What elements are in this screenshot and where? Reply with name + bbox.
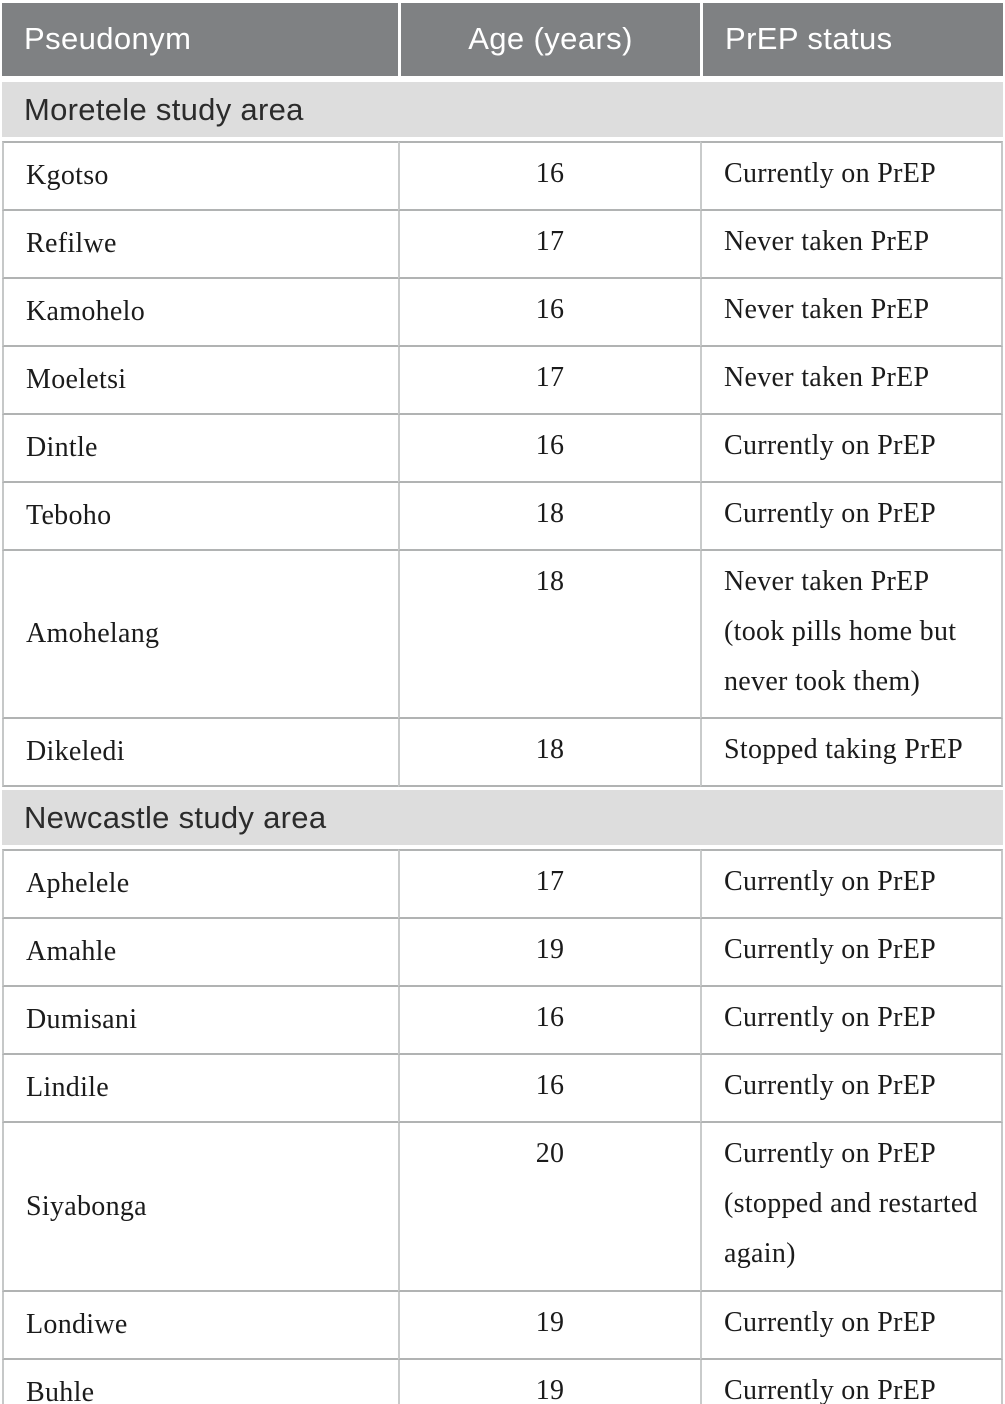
table-row: Buhle 19 Currently on PrEP — [2, 1360, 1003, 1404]
prep-status-cell: Currently on PrEP — [700, 919, 1003, 987]
table-row: Teboho 18 Currently on PrEP — [2, 483, 1003, 551]
age-cell: 19 — [398, 1360, 700, 1404]
prep-status-cell: Currently on PrEP — [700, 415, 1003, 483]
pseudonym-cell: Kamohelo — [2, 279, 398, 347]
pseudonym-cell: Dumisani — [2, 987, 398, 1055]
pseudonym-cell: Teboho — [2, 483, 398, 551]
age-cell: 18 — [398, 483, 700, 551]
pseudonym-cell: Siyabonga — [2, 1123, 398, 1292]
pseudonym-cell: Refilwe — [2, 211, 398, 279]
pseudonym-cell: Lindile — [2, 1055, 398, 1123]
age-cell: 16 — [398, 141, 700, 211]
pseudonym-cell: Londiwe — [2, 1292, 398, 1360]
table-row: Amahle 19 Currently on PrEP — [2, 919, 1003, 987]
prep-status-cell: Currently on PrEP — [700, 1055, 1003, 1123]
section-header-moretele: Moretele study area — [2, 79, 1003, 141]
pseudonym-cell: Aphelele — [2, 849, 398, 919]
pseudonym-cell: Dikeledi — [2, 719, 398, 787]
prep-status-cell: Currently on PrEP — [700, 849, 1003, 919]
table-header-row: Pseudonym Age (years) PrEP status — [2, 3, 1003, 79]
column-header-prep-status: PrEP status — [700, 3, 1003, 79]
participants-table: Pseudonym Age (years) PrEP status Morete… — [2, 3, 1003, 1404]
pseudonym-cell: Amohelang — [2, 551, 398, 719]
prep-status-cell: Never taken PrEP — [700, 347, 1003, 415]
table-row: Amohelang 18 Never taken PrEP (took pill… — [2, 551, 1003, 719]
table-row: Kamohelo 16 Never taken PrEP — [2, 279, 1003, 347]
age-cell: 16 — [398, 279, 700, 347]
section-title: Newcastle study area — [2, 787, 1003, 849]
table-row: Moeletsi 17 Never taken PrEP — [2, 347, 1003, 415]
age-cell: 16 — [398, 415, 700, 483]
prep-status-cell: Currently on PrEP — [700, 141, 1003, 211]
pseudonym-cell: Buhle — [2, 1360, 398, 1404]
prep-status-cell: Stopped taking PrEP — [700, 719, 1003, 787]
table-row: Aphelele 17 Currently on PrEP — [2, 849, 1003, 919]
table-row: Siyabonga 20 Currently on PrEP (stopped … — [2, 1123, 1003, 1292]
prep-status-cell: Never taken PrEP — [700, 211, 1003, 279]
pseudonym-cell: Moeletsi — [2, 347, 398, 415]
column-header-pseudonym: Pseudonym — [2, 3, 398, 79]
age-cell: 17 — [398, 849, 700, 919]
age-cell: 17 — [398, 211, 700, 279]
section-header-newcastle: Newcastle study area — [2, 787, 1003, 849]
age-cell: 20 — [398, 1123, 700, 1292]
age-cell: 16 — [398, 1055, 700, 1123]
table-row: Dikeledi 18 Stopped taking PrEP — [2, 719, 1003, 787]
prep-status-cell: Currently on PrEP — [700, 1292, 1003, 1360]
table-row: Lindile 16 Currently on PrEP — [2, 1055, 1003, 1123]
column-header-age: Age (years) — [398, 3, 700, 79]
table-row: Dintle 16 Currently on PrEP — [2, 415, 1003, 483]
section-title: Moretele study area — [2, 79, 1003, 141]
age-cell: 16 — [398, 987, 700, 1055]
prep-status-cell: Currently on PrEP — [700, 987, 1003, 1055]
pseudonym-cell: Amahle — [2, 919, 398, 987]
prep-status-cell: Never taken PrEP (took pills home but ne… — [700, 551, 1003, 719]
prep-status-cell: Never taken PrEP — [700, 279, 1003, 347]
age-cell: 18 — [398, 551, 700, 719]
pseudonym-cell: Kgotso — [2, 141, 398, 211]
age-cell: 19 — [398, 1292, 700, 1360]
table-row: Refilwe 17 Never taken PrEP — [2, 211, 1003, 279]
prep-status-cell: Currently on PrEP (stopped and restarted… — [700, 1123, 1003, 1292]
table-row: Londiwe 19 Currently on PrEP — [2, 1292, 1003, 1360]
prep-status-cell: Currently on PrEP — [700, 483, 1003, 551]
table-row: Kgotso 16 Currently on PrEP — [2, 141, 1003, 211]
participants-table-wrapper: Pseudonym Age (years) PrEP status Morete… — [2, 3, 1003, 1404]
pseudonym-cell: Dintle — [2, 415, 398, 483]
table-row: Dumisani 16 Currently on PrEP — [2, 987, 1003, 1055]
age-cell: 19 — [398, 919, 700, 987]
age-cell: 18 — [398, 719, 700, 787]
prep-status-cell: Currently on PrEP — [700, 1360, 1003, 1404]
age-cell: 17 — [398, 347, 700, 415]
